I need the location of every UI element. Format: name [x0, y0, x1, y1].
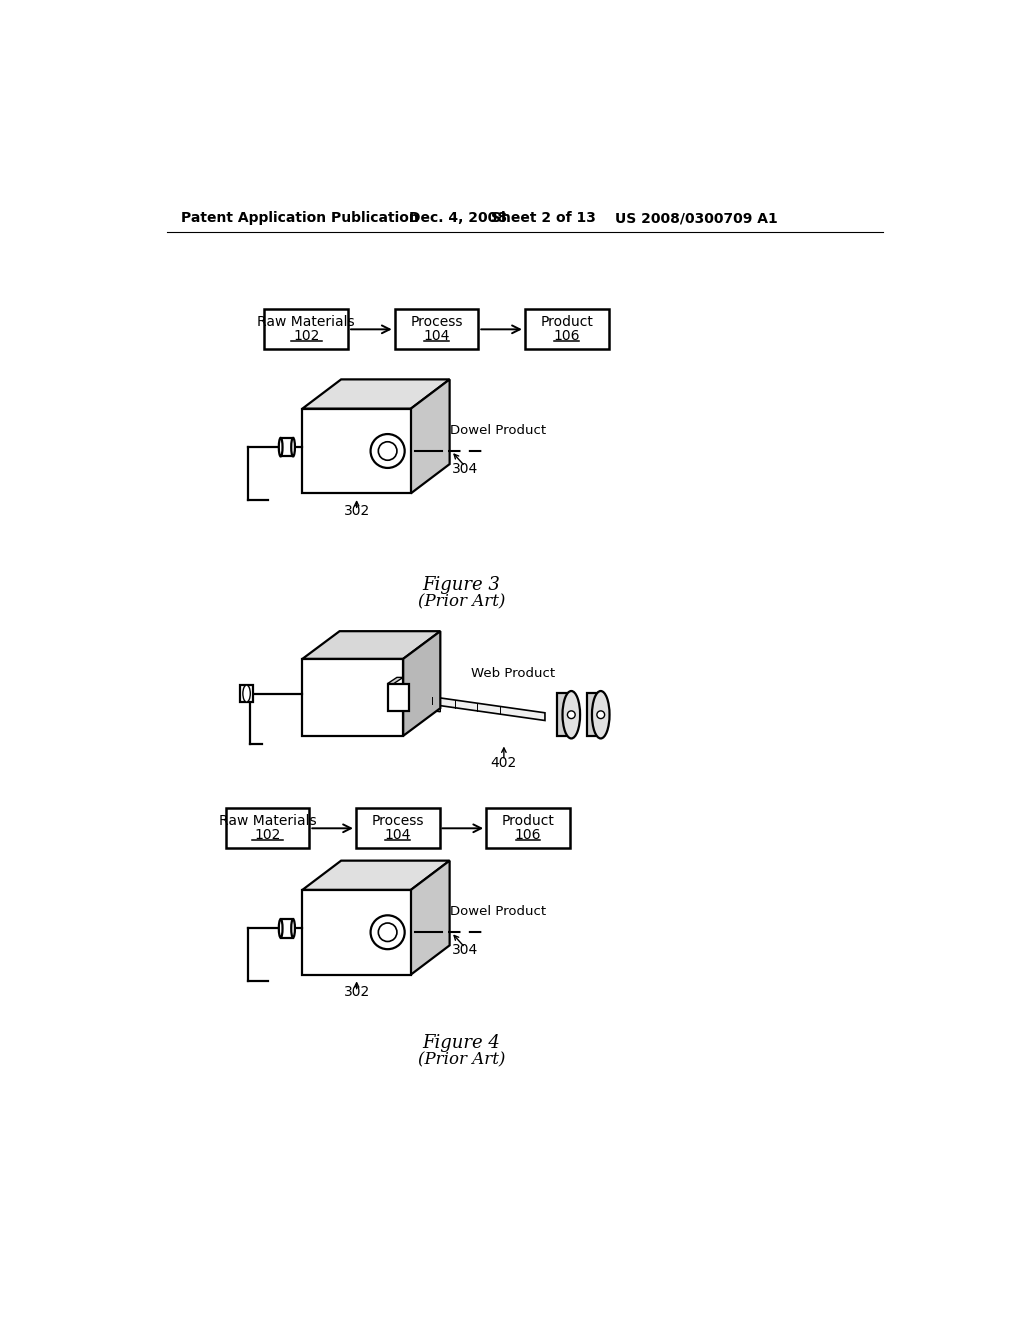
Text: 302: 302	[343, 985, 370, 999]
Polygon shape	[410, 701, 440, 711]
Text: Process: Process	[411, 315, 463, 330]
Polygon shape	[302, 861, 450, 890]
Text: Raw Materials: Raw Materials	[219, 814, 316, 829]
Bar	[281, 438, 293, 457]
Text: Dowel Product: Dowel Product	[450, 424, 546, 437]
Bar	[394, 309, 478, 350]
Bar	[281, 919, 293, 937]
Ellipse shape	[592, 690, 609, 738]
Polygon shape	[403, 631, 440, 737]
Text: Patent Application Publication: Patent Application Publication	[180, 211, 419, 226]
Ellipse shape	[562, 690, 580, 738]
Text: 106: 106	[553, 329, 580, 343]
Polygon shape	[302, 631, 440, 659]
Text: Product: Product	[541, 315, 593, 330]
Text: US 2008/0300709 A1: US 2008/0300709 A1	[614, 211, 777, 226]
Text: 106: 106	[515, 828, 541, 842]
Ellipse shape	[279, 919, 283, 937]
Circle shape	[378, 442, 397, 461]
Bar	[241, 685, 253, 702]
Circle shape	[567, 711, 575, 718]
Text: 302: 302	[343, 504, 370, 517]
Ellipse shape	[243, 685, 250, 702]
Text: 104: 104	[385, 828, 411, 842]
Circle shape	[371, 434, 404, 469]
Polygon shape	[410, 693, 545, 721]
Circle shape	[597, 711, 604, 718]
Polygon shape	[302, 890, 411, 974]
Bar	[587, 693, 601, 737]
Bar	[388, 684, 410, 711]
Circle shape	[378, 923, 397, 941]
Text: Dec. 4, 2008: Dec. 4, 2008	[409, 211, 507, 226]
Polygon shape	[302, 379, 450, 409]
Text: 104: 104	[423, 329, 450, 343]
Bar	[524, 309, 608, 350]
Text: 304: 304	[452, 942, 478, 957]
Text: (Prior Art): (Prior Art)	[418, 1052, 505, 1069]
Ellipse shape	[291, 919, 295, 937]
Text: 102: 102	[293, 329, 319, 343]
Text: (Prior Art): (Prior Art)	[418, 594, 505, 611]
Bar	[557, 693, 571, 737]
Text: Raw Materials: Raw Materials	[257, 315, 355, 330]
Text: Web Product: Web Product	[471, 667, 555, 680]
Text: Process: Process	[372, 814, 424, 829]
Ellipse shape	[291, 438, 295, 457]
Text: 304: 304	[452, 462, 478, 475]
Polygon shape	[388, 677, 403, 684]
Circle shape	[371, 915, 404, 949]
Bar	[264, 309, 348, 350]
Text: Sheet 2 of 13: Sheet 2 of 13	[490, 211, 596, 226]
Text: Dowel Product: Dowel Product	[450, 906, 546, 919]
Polygon shape	[302, 659, 403, 737]
Bar	[356, 808, 439, 849]
Polygon shape	[302, 409, 411, 494]
Ellipse shape	[279, 438, 283, 457]
Polygon shape	[411, 861, 450, 974]
Bar	[225, 808, 309, 849]
Text: Figure 4: Figure 4	[422, 1034, 500, 1052]
Polygon shape	[411, 379, 450, 494]
Bar	[486, 808, 569, 849]
Text: 102: 102	[254, 828, 281, 842]
Text: Figure 3: Figure 3	[422, 576, 500, 594]
Text: 402: 402	[490, 755, 517, 770]
Text: Product: Product	[502, 814, 554, 829]
